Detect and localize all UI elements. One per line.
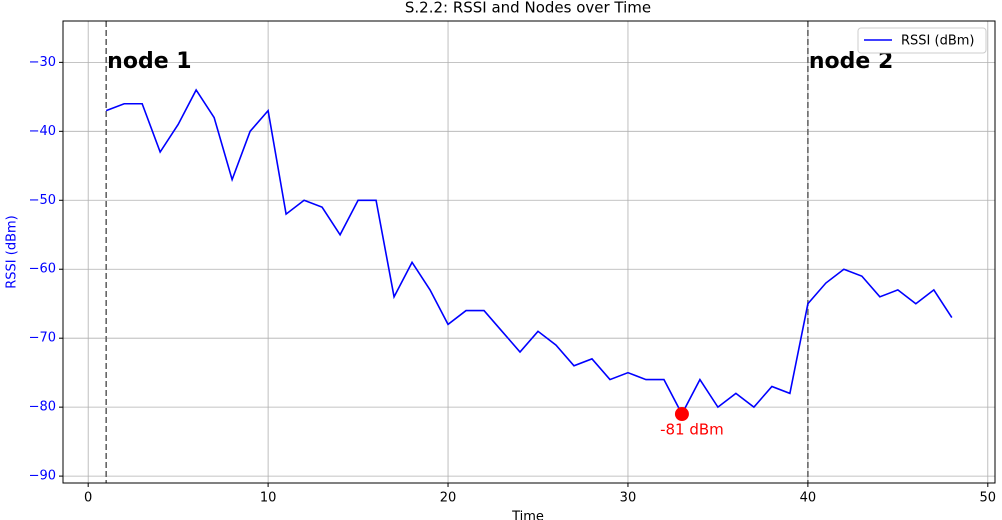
y-tick-label: −90 — [29, 469, 56, 484]
y-tick-label: −80 — [29, 400, 56, 415]
x-tick-label: 30 — [620, 491, 637, 506]
plot-frame — [62, 20, 996, 484]
series-line — [105, 88, 953, 416]
y-tick-label: −40 — [29, 124, 56, 139]
y-tick-label: −70 — [29, 331, 56, 346]
x-tick-label: 10 — [260, 491, 277, 506]
min-label: -81 dBm — [660, 421, 724, 439]
chart-title: S.2.2: RSSI and Nodes over Time — [405, 0, 651, 17]
x-axis-label: Time — [511, 510, 544, 520]
x-tick-label: 20 — [440, 491, 457, 506]
min-point — [674, 407, 689, 422]
x-tick-label: 0 — [84, 491, 92, 506]
y-tick-label: −60 — [29, 262, 56, 277]
y-tick-label: −50 — [29, 193, 56, 208]
node-label: node 1 — [107, 49, 191, 74]
x-tick-label: 50 — [980, 491, 997, 506]
legend-box — [857, 27, 987, 54]
y-tick-label: −30 — [29, 55, 56, 70]
x-tick-label: 40 — [800, 491, 817, 506]
y-axis-label: RSSI (dBm) — [5, 215, 20, 288]
legend-label: RSSI (dBm) — [901, 34, 974, 49]
